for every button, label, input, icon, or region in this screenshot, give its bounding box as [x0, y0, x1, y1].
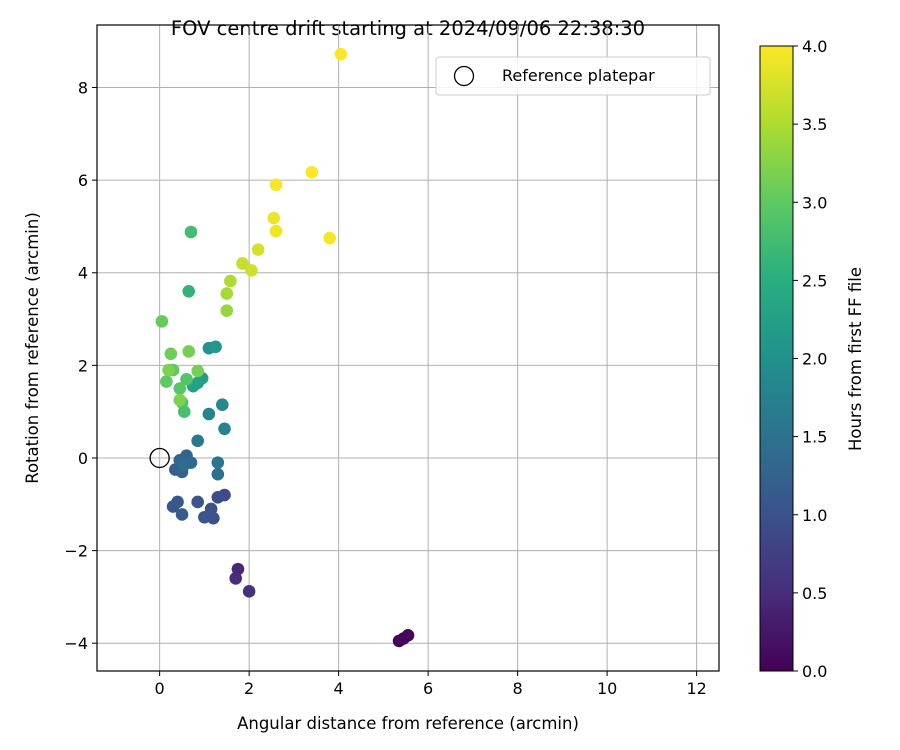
- x-tick-label: 10: [597, 679, 617, 698]
- x-tick-label: 6: [423, 679, 433, 698]
- colorbar-tick-label: 2.5: [802, 271, 827, 290]
- x-tick-label: 8: [513, 679, 523, 698]
- data-point: [220, 287, 234, 300]
- y-tick-label: 4: [78, 264, 88, 283]
- y-tick-label: −2: [64, 542, 88, 561]
- colorbar-tick-label: 1.0: [802, 506, 827, 525]
- colorbar-tick-label: 0.0: [802, 662, 827, 681]
- data-point: [269, 224, 283, 238]
- data-point: [401, 629, 415, 642]
- x-tick-label: 4: [334, 679, 344, 698]
- data-point: [209, 340, 222, 354]
- data-point: [251, 243, 265, 256]
- colorbar-tick-label: 4.0: [802, 37, 827, 56]
- legend-marker-icon: [453, 65, 475, 87]
- x-tick-label: 0: [155, 679, 165, 698]
- data-point: [245, 264, 258, 277]
- data-point: [182, 284, 196, 298]
- data-point: [182, 345, 196, 358]
- y-axis-label: Rotation from reference (arcmin): [23, 212, 42, 484]
- reference-marker: [149, 447, 170, 469]
- data-point: [323, 231, 336, 245]
- data-point: [173, 382, 187, 395]
- data-point: [191, 434, 204, 448]
- y-tick-label: 0: [78, 449, 88, 468]
- colorbar-label: Hours from first FF file: [846, 267, 865, 451]
- colorbar: 0.0 0.5 1.0 1.5 2.0 2.5 3.0 3.5 4.0 Hours from f…: [759, 37, 865, 681]
- colorbar-ticks: 0.0 0.5 1.0 1.5 2.0 2.5 3.0 3.5 4.0: [793, 37, 827, 681]
- data-point: [211, 491, 225, 504]
- data-point: [242, 585, 256, 598]
- x-tick-label: 2: [244, 679, 254, 698]
- data-point: [173, 393, 187, 407]
- data-point: [269, 178, 283, 192]
- colorbar-gradient: [759, 45, 794, 672]
- data-point: [202, 407, 216, 421]
- reference-point-marker: [149, 447, 170, 469]
- x-axis-label: Angular distance from reference (arcmin): [237, 714, 579, 733]
- data-point: [180, 372, 193, 386]
- data-point: [224, 274, 237, 288]
- data-point: [184, 225, 198, 239]
- data-points: [155, 47, 415, 648]
- data-point: [229, 572, 243, 585]
- data-point: [218, 422, 231, 436]
- data-point: [305, 165, 319, 179]
- data-point: [191, 364, 204, 378]
- x-tick-label: 12: [686, 679, 706, 698]
- y-tick-label: 6: [78, 171, 88, 190]
- data-point: [175, 508, 189, 521]
- data-point: [220, 304, 234, 318]
- data-point: [164, 347, 178, 361]
- y-tick-label: 8: [78, 79, 88, 98]
- data-point: [334, 47, 348, 61]
- colorbar-tick-label: 2.0: [802, 350, 827, 369]
- data-point: [191, 495, 204, 509]
- data-point: [211, 467, 225, 481]
- data-point: [162, 363, 175, 377]
- data-point: [155, 315, 169, 328]
- y-axis-ticks: −4 −2 0 2 4 6 8: [64, 79, 97, 653]
- plot-frame: [96, 24, 720, 672]
- data-point: [215, 398, 229, 412]
- colorbar-tick-label: 1.5: [802, 428, 827, 447]
- y-tick-label: −4: [64, 634, 88, 653]
- data-point: [171, 495, 184, 509]
- data-point: [211, 456, 225, 469]
- data-point: [267, 211, 281, 225]
- legend-box: [435, 56, 711, 96]
- x-axis-ticks: 0 2 4 6 8 10 12: [155, 671, 707, 698]
- data-point: [198, 510, 211, 524]
- data-point: [160, 375, 173, 388]
- colorbar-tick-label: 3.5: [802, 115, 827, 134]
- colorbar-tick-label: 0.5: [802, 584, 827, 603]
- colorbar-tick-label: 3.0: [802, 193, 827, 212]
- chart-title: FOV centre drift starting at 2024/09/06 …: [171, 17, 645, 40]
- data-point: [177, 458, 191, 472]
- y-tick-label: 2: [78, 356, 88, 375]
- legend-label: Reference platepar: [502, 66, 655, 85]
- data-point: [236, 257, 249, 270]
- legend: Reference platepar: [435, 56, 711, 96]
